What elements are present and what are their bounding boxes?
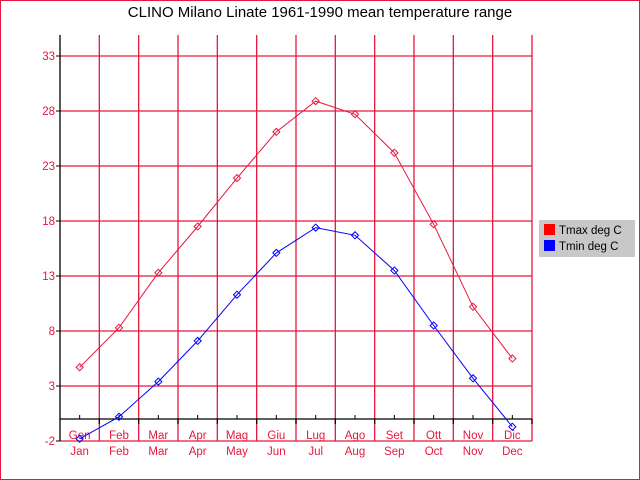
legend-label-tmax: Tmax deg C — [559, 225, 622, 237]
data-point — [468, 374, 478, 383]
grid — [60, 35, 533, 442]
x-tick-label-it: Mar — [148, 430, 168, 442]
x-tick-label: Jul — [308, 446, 323, 458]
x-tick-label-it: Giu — [267, 430, 285, 442]
data-point — [232, 173, 242, 183]
y-tick-label: -2 — [45, 436, 55, 448]
x-tick-label-it: Dic — [504, 430, 521, 442]
data-point — [193, 222, 202, 231]
legend: Tmax deg C Tmin deg C — [539, 220, 635, 257]
data-point — [193, 336, 202, 346]
data-point — [468, 302, 478, 312]
x-tick-label: Nov — [463, 446, 484, 458]
legend-swatch-tmin — [544, 240, 555, 251]
data-point — [272, 248, 281, 258]
data-point — [75, 363, 84, 372]
series-line — [79, 227, 513, 440]
data-point — [154, 268, 163, 277]
y-tick-label: 18 — [42, 216, 55, 228]
x-tick-label: Mar — [148, 446, 168, 458]
x-tick-label-it: Lug — [306, 430, 325, 442]
data-point — [311, 96, 320, 106]
axes — [56, 35, 533, 442]
data-point — [390, 148, 399, 158]
x-tick-label: Oct — [425, 446, 444, 458]
legend-item-tmin: Tmin deg C — [544, 240, 618, 254]
y-tick-labels: 33 28 23 18 13 8 3 -2 — [42, 51, 55, 448]
data-point — [390, 266, 399, 275]
data-point — [350, 231, 360, 240]
x-tick-label: Dec — [502, 446, 523, 458]
data-point — [350, 110, 360, 119]
x-tick-label-it: Apr — [189, 430, 207, 442]
x-tick-label: Jun — [267, 446, 286, 458]
data-point — [429, 321, 438, 330]
y-tick-label: 28 — [42, 106, 55, 118]
series-tmax — [75, 96, 517, 372]
x-tick-label: Sep — [384, 446, 404, 458]
x-tick-label-it: Ago — [345, 430, 365, 442]
x-tick-label: Aug — [345, 446, 365, 458]
x-tick-label: May — [226, 446, 248, 458]
y-tick-label: 33 — [42, 51, 55, 63]
x-tick-label-it: Ott — [426, 430, 442, 442]
series-tmin — [75, 223, 517, 444]
x-tick-label-it: Gen — [69, 430, 91, 442]
data-point — [508, 422, 517, 431]
data-point — [311, 223, 320, 232]
data-point — [232, 290, 242, 299]
legend-swatch-tmax — [544, 224, 555, 235]
x-tick-label-it: Set — [386, 430, 404, 442]
chart-title: CLINO Milano Linate 1961-1990 mean tempe… — [127, 4, 513, 21]
y-tick-label: 23 — [42, 161, 55, 173]
y-tick-label: 8 — [49, 326, 55, 338]
legend-label-tmin: Tmin deg C — [559, 241, 619, 253]
x-tick-labels: Gen Jan Feb Feb Mar Mar Apr Apr Mag May Giu Jun Lug J… — [69, 430, 523, 458]
x-tick-label: Jan — [70, 446, 89, 458]
series-group — [75, 96, 517, 444]
series-line — [79, 100, 513, 368]
data-point — [508, 354, 517, 363]
x-tick-label: Apr — [189, 446, 207, 458]
legend-item-tmax: Tmax deg C — [544, 224, 622, 238]
x-tick-label: Feb — [109, 446, 129, 458]
x-tick-label-it: Feb — [109, 430, 129, 442]
data-point — [114, 323, 124, 332]
y-tick-label: 3 — [49, 381, 55, 393]
y-tick-label: 13 — [42, 271, 55, 283]
data-point — [154, 377, 163, 386]
data-point — [429, 220, 438, 229]
data-point — [75, 434, 84, 444]
data-point — [272, 127, 281, 137]
data-point — [114, 412, 124, 422]
x-tick-label-it: Nov — [463, 430, 484, 442]
x-tick-label-it: Mag — [226, 430, 248, 442]
